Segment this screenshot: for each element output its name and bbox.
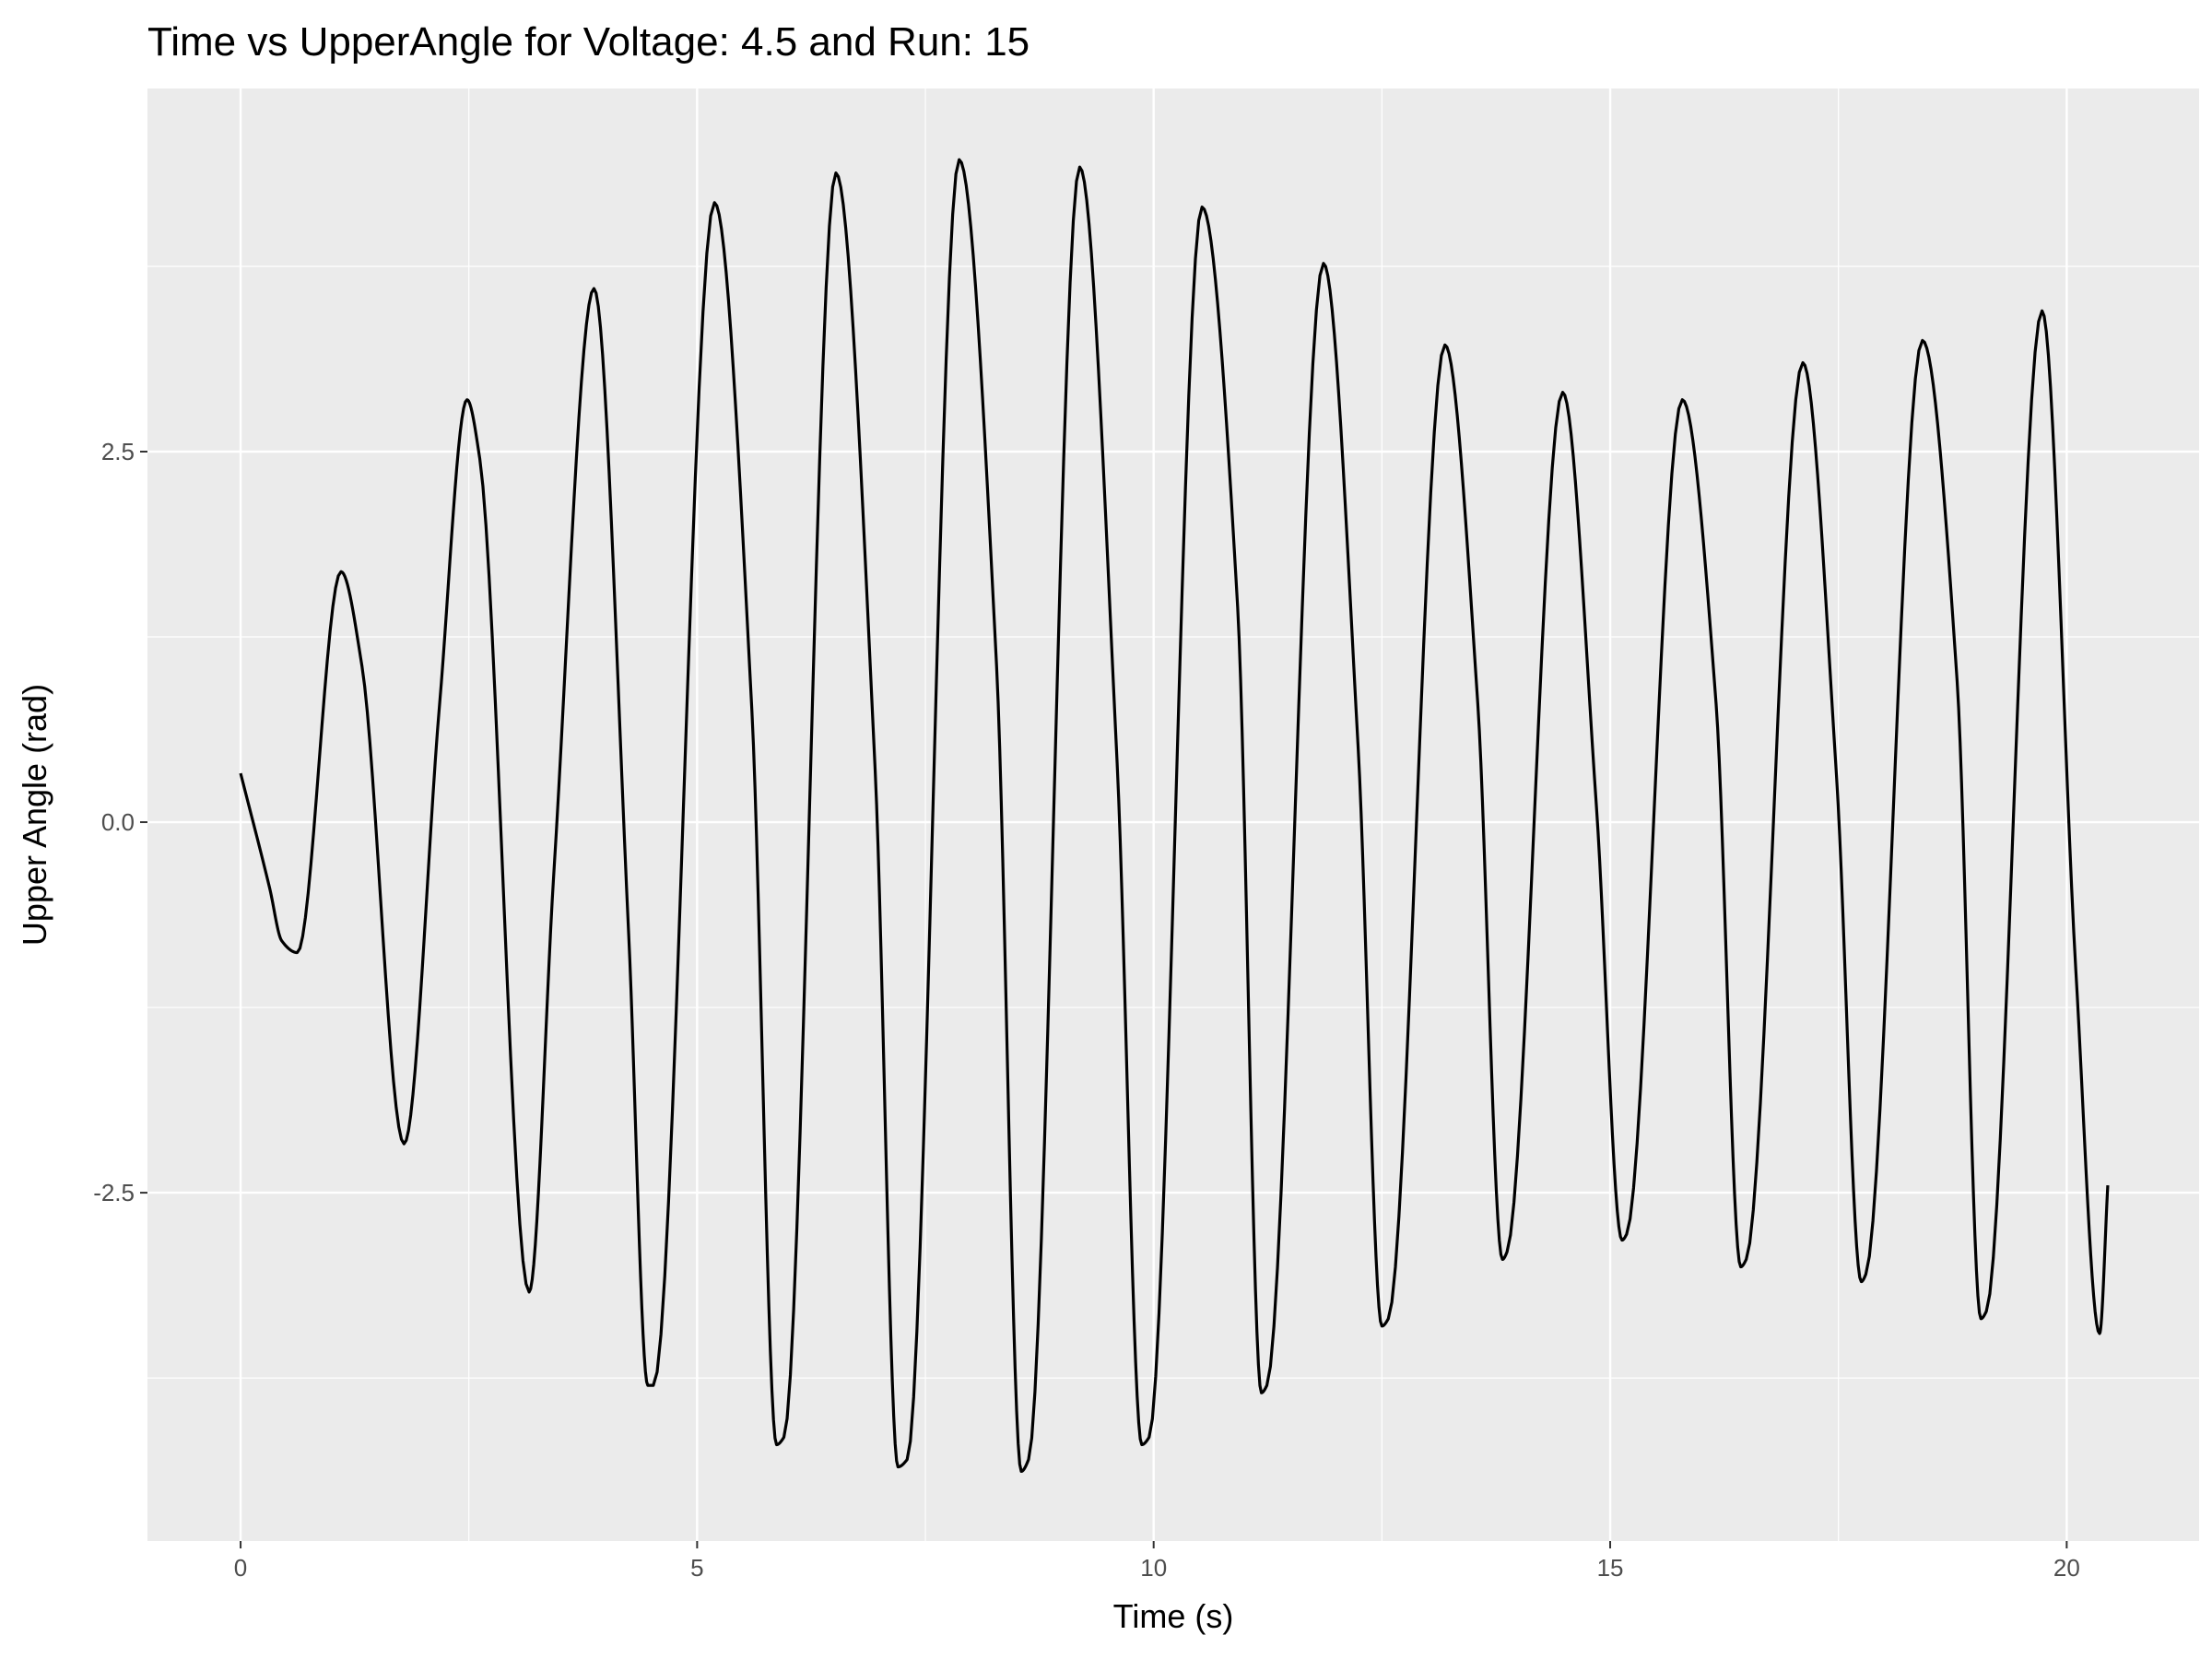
y-tick-label: 0.0: [101, 808, 135, 836]
x-tick-label: 0: [234, 1554, 247, 1582]
y-axis-title: Upper Angle (rad): [16, 684, 53, 946]
minor-gridlines: [147, 88, 2199, 1541]
plot-panel: [147, 88, 2199, 1541]
x-axis-title: Time (s): [1113, 1597, 1234, 1635]
x-tick-label: 5: [690, 1554, 703, 1582]
y-axis: -2.5 0.0 2.5: [93, 438, 147, 1206]
x-tick-label: 20: [2053, 1554, 2080, 1582]
major-gridlines: [147, 88, 2199, 1541]
x-tick-label: 10: [1140, 1554, 1167, 1582]
x-axis: 0 5 10 15 20: [234, 1541, 2080, 1582]
chart-title: Time vs UpperAngle for Voltage: 4.5 and …: [147, 19, 1030, 65]
x-tick-label: 15: [1597, 1554, 1624, 1582]
y-tick-label: -2.5: [93, 1179, 135, 1206]
y-tick-label: 2.5: [101, 438, 135, 465]
series-layer: [239, 158, 2110, 1474]
series-line: [239, 158, 2110, 1474]
